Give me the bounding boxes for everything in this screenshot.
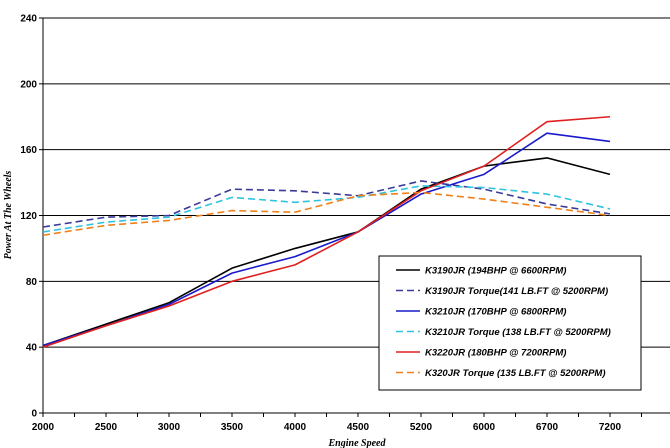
x-axis-title: Engine Speed bbox=[328, 438, 387, 448]
y-tick-label: 0 bbox=[31, 409, 37, 420]
y-axis-title: Power At The Wheels bbox=[3, 171, 14, 260]
x-tick-label: 3500 bbox=[221, 422, 244, 433]
x-tick-label: 6700 bbox=[536, 422, 559, 433]
legend-label-1: K3190JR (194BHP @ 6600RPM) bbox=[425, 266, 566, 277]
series-line-1 bbox=[42, 157, 611, 347]
legend: K3190JR (194BHP @ 6600RPM) K3190JR Torque… bbox=[378, 255, 642, 391]
series-line-2 bbox=[42, 180, 611, 228]
y-tick-label: 160 bbox=[20, 145, 37, 156]
legend-label-2: K3190JR Torque(141 LB.FT @ 5200RPM) bbox=[425, 286, 608, 297]
series-layer bbox=[42, 115, 611, 348]
legend-label-4: K3210JR Torque (138 LB.FT @ 5200RPM) bbox=[425, 327, 611, 338]
legend-label-6: K320JR Torque (135 LB.FT @ 5200RPM) bbox=[425, 368, 606, 379]
x-tick-label: 7200 bbox=[599, 422, 622, 433]
x-tick-label: 4000 bbox=[284, 422, 307, 433]
y-tick-label: 120 bbox=[20, 211, 37, 222]
x-tick-label: 3000 bbox=[158, 422, 181, 433]
series-line-4 bbox=[42, 185, 611, 233]
y-tick-label: 200 bbox=[20, 79, 37, 90]
y-tick-label: 80 bbox=[26, 277, 38, 288]
series-line-5 bbox=[42, 115, 611, 348]
y-tick-label: 40 bbox=[26, 343, 38, 354]
x-tick-label: 2500 bbox=[95, 422, 118, 433]
series-line-6 bbox=[42, 191, 611, 237]
legend-label-5: K3220JR (180BHP @ 7200RPM) bbox=[425, 348, 566, 359]
x-tick-label: 4500 bbox=[347, 422, 370, 433]
axis-layer: 0 40 80 120 160 200 240 2000 2500 3000 3500 4000 450… bbox=[20, 14, 670, 433]
legend-box bbox=[378, 255, 642, 391]
x-tick-label: 5200 bbox=[410, 422, 433, 433]
legend-label-3: K3210JR (170BHP @ 6800RPM) bbox=[425, 307, 566, 318]
y-tick-label: 240 bbox=[20, 14, 37, 25]
x-tick-label: 6000 bbox=[473, 422, 496, 433]
x-tick-label: 2000 bbox=[32, 422, 55, 433]
